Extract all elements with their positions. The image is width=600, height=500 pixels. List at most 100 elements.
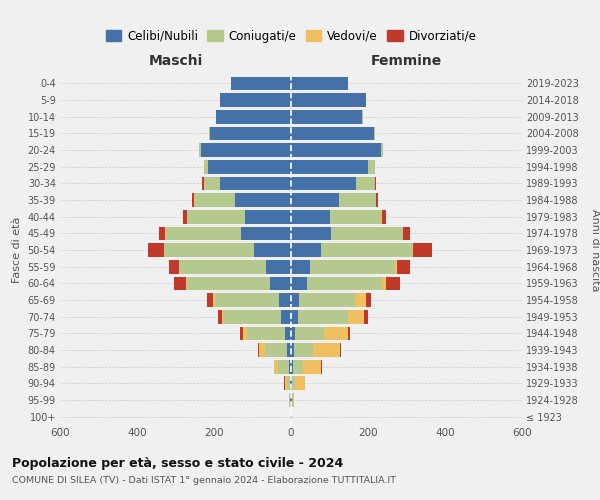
Bar bbox=[382, 143, 383, 157]
Bar bbox=[232, 76, 291, 90]
Bar bbox=[235, 193, 291, 207]
Bar bbox=[321, 360, 322, 374]
Bar bbox=[223, 310, 224, 324]
Bar bbox=[280, 293, 291, 307]
Bar bbox=[355, 293, 365, 307]
Bar bbox=[220, 93, 291, 107]
Text: Maschi: Maschi bbox=[148, 54, 203, 68]
Bar bbox=[193, 193, 194, 207]
Bar bbox=[257, 343, 259, 357]
Bar bbox=[179, 260, 266, 274]
Bar bbox=[376, 193, 378, 207]
Text: Popolazione per età, sesso e stato civile - 2024: Popolazione per età, sesso e stato civil… bbox=[12, 458, 343, 470]
Bar bbox=[220, 176, 291, 190]
Bar bbox=[187, 276, 270, 290]
Bar bbox=[285, 376, 287, 390]
Bar bbox=[291, 293, 299, 307]
Y-axis label: Anni di nascita: Anni di nascita bbox=[590, 209, 600, 291]
Bar bbox=[291, 193, 339, 207]
Bar bbox=[243, 326, 247, 340]
Bar bbox=[287, 343, 291, 357]
Bar bbox=[291, 210, 329, 224]
Bar bbox=[205, 160, 208, 173]
Bar bbox=[160, 226, 165, 240]
Bar bbox=[199, 143, 200, 157]
Legend: Celibi/Nubili, Coniugati/e, Vedovi/e, Divorziati/e: Celibi/Nubili, Coniugati/e, Vedovi/e, Di… bbox=[101, 25, 481, 48]
Bar bbox=[313, 343, 340, 357]
Bar bbox=[291, 143, 382, 157]
Bar bbox=[165, 226, 166, 240]
Bar bbox=[274, 360, 278, 374]
Bar bbox=[292, 393, 293, 407]
Bar bbox=[216, 110, 291, 124]
Bar bbox=[356, 176, 375, 190]
Bar bbox=[210, 126, 291, 140]
Bar bbox=[347, 326, 350, 340]
Bar bbox=[302, 360, 321, 374]
Bar bbox=[291, 160, 368, 173]
Bar bbox=[175, 276, 186, 290]
Text: Femmine: Femmine bbox=[371, 54, 442, 68]
Bar bbox=[291, 276, 307, 290]
Bar bbox=[291, 343, 294, 357]
Bar bbox=[200, 143, 291, 157]
Bar bbox=[290, 376, 291, 390]
Bar bbox=[382, 276, 386, 290]
Bar bbox=[291, 393, 292, 407]
Bar bbox=[395, 260, 397, 274]
Bar bbox=[281, 310, 291, 324]
Bar bbox=[294, 343, 313, 357]
Bar bbox=[365, 293, 371, 307]
Bar bbox=[208, 160, 291, 173]
Bar bbox=[215, 293, 280, 307]
Bar bbox=[166, 226, 241, 240]
Bar bbox=[291, 126, 374, 140]
Bar bbox=[270, 276, 291, 290]
Bar bbox=[186, 276, 187, 290]
Bar bbox=[247, 326, 285, 340]
Bar bbox=[266, 260, 291, 274]
Bar bbox=[382, 210, 386, 224]
Bar bbox=[169, 260, 179, 274]
Bar bbox=[291, 260, 310, 274]
Bar bbox=[224, 310, 281, 324]
Bar bbox=[291, 76, 348, 90]
Bar bbox=[340, 343, 341, 357]
Bar bbox=[413, 243, 432, 257]
Bar bbox=[254, 243, 291, 257]
Bar bbox=[203, 176, 220, 190]
Bar bbox=[291, 310, 298, 324]
Bar bbox=[397, 260, 410, 274]
Bar bbox=[291, 226, 331, 240]
Bar bbox=[290, 393, 291, 407]
Bar bbox=[164, 243, 254, 257]
Bar bbox=[291, 326, 295, 340]
Bar bbox=[412, 243, 413, 257]
Bar bbox=[289, 393, 290, 407]
Bar bbox=[329, 210, 382, 224]
Bar bbox=[307, 276, 382, 290]
Bar bbox=[287, 376, 290, 390]
Bar bbox=[278, 360, 289, 374]
Bar bbox=[299, 293, 355, 307]
Bar bbox=[291, 243, 321, 257]
Bar bbox=[291, 376, 292, 390]
Bar bbox=[375, 176, 376, 190]
Bar bbox=[339, 193, 376, 207]
Bar bbox=[209, 126, 210, 140]
Bar bbox=[321, 243, 412, 257]
Bar bbox=[265, 343, 287, 357]
Bar bbox=[148, 243, 164, 257]
Bar bbox=[245, 210, 291, 224]
Bar bbox=[291, 176, 356, 190]
Bar bbox=[187, 210, 245, 224]
Bar bbox=[289, 360, 291, 374]
Bar bbox=[403, 226, 410, 240]
Bar bbox=[310, 260, 395, 274]
Bar bbox=[331, 226, 403, 240]
Bar bbox=[295, 326, 324, 340]
Bar bbox=[348, 310, 364, 324]
Bar bbox=[368, 160, 375, 173]
Bar bbox=[195, 193, 235, 207]
Bar bbox=[259, 343, 265, 357]
